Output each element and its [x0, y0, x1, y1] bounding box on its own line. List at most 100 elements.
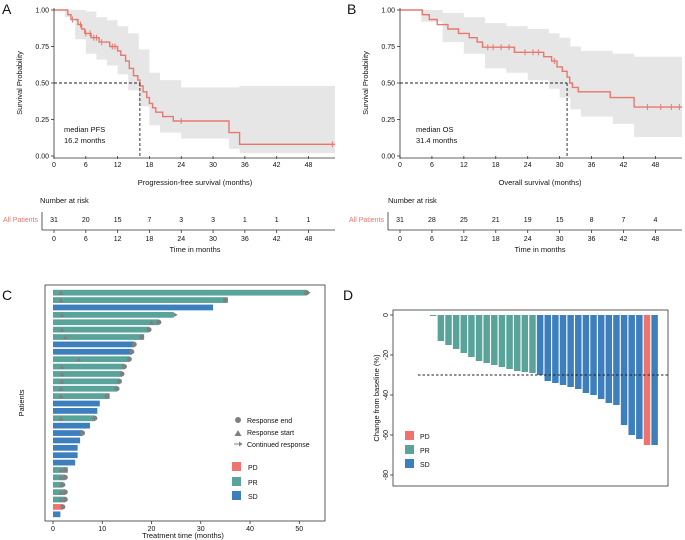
os-x-tick-label: 30 — [556, 162, 564, 169]
pfs-y-title: Survival Probability — [15, 51, 24, 115]
os-risk-tick-label: 42 — [620, 236, 628, 243]
response-end-marker — [222, 297, 228, 303]
response-end-marker — [114, 386, 120, 392]
swimmer-marker-legend: Response end Response start Continued re… — [234, 417, 310, 449]
swimmer-bar — [53, 474, 66, 481]
pfs-risk-tick-label: 12 — [114, 236, 122, 243]
panel-label-a: A — [2, 1, 12, 17]
legend-pr: PR — [420, 448, 430, 455]
continued-response-arrow — [173, 312, 178, 318]
waterfall-bar — [567, 315, 574, 387]
response-start-marker — [58, 415, 64, 421]
swimmer-x-tick-label: 20 — [148, 526, 156, 533]
response-end-marker — [126, 356, 132, 362]
response-start-marker — [59, 379, 65, 384]
os-risk-tick-label: 6 — [430, 236, 434, 243]
legend-pd: PD — [248, 465, 258, 472]
os-risk-tick-label: 48 — [651, 236, 659, 243]
pfs-risk-tick-label: 6 — [84, 236, 88, 243]
swimmer-bar — [53, 334, 145, 340]
swimmer-bar — [53, 348, 132, 355]
legend-response-start: Response start — [247, 430, 294, 437]
pfs-risk-count: 3 — [179, 217, 183, 224]
waterfall-bar — [498, 315, 506, 367]
swimmer-bars — [53, 289, 311, 518]
os-risk-count: 15 — [556, 217, 564, 224]
waterfall-bar — [597, 315, 605, 399]
waterfall-plot: 0 -20 -40 -60 -80 Change from baseline (%) P… — [372, 309, 669, 487]
waterfall-bar — [491, 315, 498, 365]
pfs-survival-line — [54, 9, 335, 145]
legend-continued-arrow-icon — [239, 441, 243, 447]
legend-sd-swatch — [405, 459, 414, 468]
os-x-tick-label: 42 — [620, 162, 628, 169]
response-end-marker — [131, 341, 137, 347]
os-risk-tick-label: 30 — [556, 236, 564, 243]
os-survival-line — [400, 9, 682, 108]
response-end-marker — [62, 497, 68, 503]
pfs-x-tick-label: 0 — [52, 162, 56, 169]
response-start-marker — [58, 386, 64, 392]
os-median-label: median OS — [416, 125, 454, 134]
pfs-risk-table: 31 0 20 6 15 12 7 18 3 24 3 30 1 36 1 42 1 48 — [50, 217, 312, 243]
os-x-tick-label: 12 — [460, 162, 468, 169]
os-ci-polygon — [400, 10, 682, 137]
response-end-marker — [146, 327, 152, 333]
os-x-tick-label: 24 — [524, 162, 532, 169]
legend-continued-response: Continued response — [247, 442, 310, 449]
swimmer-x-tick-label: 30 — [197, 526, 205, 533]
os-risk-tick-label: 12 — [460, 236, 468, 243]
response-end-marker — [80, 430, 86, 436]
pfs-x-tick-label: 24 — [177, 162, 185, 169]
waterfall-legend: PD PR SD — [405, 431, 430, 469]
response-start-marker — [76, 356, 82, 362]
pfs-risk-tick-label: 42 — [273, 236, 281, 243]
pfs-x-tick-label: 6 — [84, 162, 88, 169]
waterfall-bar — [582, 315, 590, 393]
response-end-marker — [117, 378, 122, 384]
pfs-risk-tick-label: 48 — [305, 236, 313, 243]
waterfall-bar — [452, 315, 460, 349]
legend-pd-swatch — [232, 462, 241, 471]
response-end-marker — [60, 482, 66, 488]
pfs-x-title: Progression-free survival (months) — [138, 178, 253, 187]
panel-label-d: D — [343, 287, 353, 303]
legend-pr-swatch — [405, 445, 414, 454]
legend-sd: SD — [420, 462, 430, 469]
pfs-risk-tick-label: 0 — [52, 236, 56, 243]
waterfall-bars — [430, 315, 658, 445]
pfs-median-value: 16.2 months — [64, 136, 106, 145]
swimmer-x-title: Treatment time (months) — [142, 531, 224, 540]
os-risk-count: 21 — [492, 217, 500, 224]
swimmer-bar — [53, 422, 90, 429]
swimmer-bar — [53, 297, 228, 303]
swimmer-bar — [53, 437, 81, 444]
os-censor-marks — [487, 44, 680, 111]
waterfall-bar — [483, 315, 490, 363]
response-end-marker — [139, 334, 145, 340]
os-y-tick-label: 0.00 — [381, 154, 395, 161]
pfs-risk-count: 31 — [50, 217, 58, 224]
response-start-marker — [62, 334, 68, 340]
waterfall-bar — [559, 315, 567, 385]
response-start-marker — [59, 312, 65, 318]
pfs-confidence-band — [54, 10, 335, 154]
pfs-survival-curve — [54, 9, 335, 145]
response-start-marker — [149, 319, 155, 325]
os-risk-count: 4 — [653, 217, 657, 224]
response-start-marker — [58, 497, 64, 502]
swimmer-x-ticks: 0 10 20 30 40 50 — [51, 521, 303, 533]
swimmer-x-tick-label: 50 — [295, 526, 303, 533]
response-start-marker — [58, 475, 64, 480]
pfs-risk-count: 1 — [275, 217, 279, 224]
swimmer-bar — [53, 430, 83, 436]
waterfall-y-tick-label: -60 — [383, 430, 390, 440]
pfs-risk-tick-label: 18 — [146, 236, 154, 243]
waterfall-bar — [590, 315, 597, 395]
swimmer-bar — [53, 408, 98, 414]
waterfall-bar — [636, 315, 643, 439]
swimmer-frame — [44, 284, 326, 522]
os-risk-tick-label: 0 — [398, 236, 402, 243]
os-risk-count: 25 — [460, 217, 468, 224]
os-x-title: Overall survival (months) — [499, 178, 582, 187]
